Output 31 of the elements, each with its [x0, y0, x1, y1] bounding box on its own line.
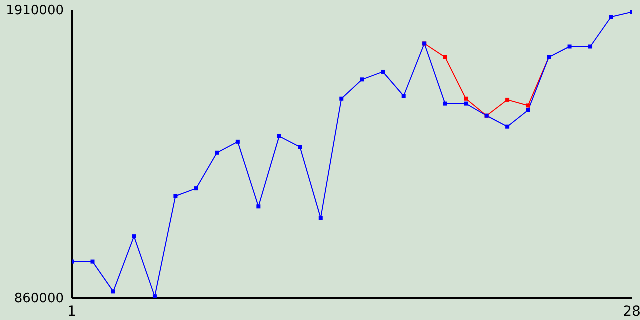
point: [506, 124, 510, 129]
point: [340, 96, 344, 101]
point: [277, 134, 282, 138]
point: [506, 98, 510, 102]
point: [111, 290, 116, 294]
point: [194, 186, 198, 191]
point: [443, 55, 448, 60]
point: [90, 260, 95, 264]
point: [318, 216, 323, 220]
point: [298, 145, 302, 150]
point: [381, 70, 386, 74]
y-tick-label: 1910000: [6, 4, 64, 19]
point: [588, 44, 593, 49]
point: [132, 234, 136, 239]
point: [215, 150, 220, 155]
point: [526, 104, 530, 108]
point: [443, 102, 448, 106]
x-tick-label: 1: [68, 304, 76, 320]
point: [568, 44, 572, 49]
y-tick-label: 860000: [14, 292, 64, 307]
point: [402, 94, 406, 98]
point: [152, 294, 157, 298]
point: [236, 140, 240, 144]
point: [609, 15, 614, 20]
point: [526, 108, 530, 112]
point: [464, 102, 468, 106]
x-tick-label: 28: [623, 304, 640, 320]
point: [360, 78, 364, 82]
point: [464, 96, 468, 101]
point: [174, 194, 178, 198]
point: [256, 204, 261, 209]
